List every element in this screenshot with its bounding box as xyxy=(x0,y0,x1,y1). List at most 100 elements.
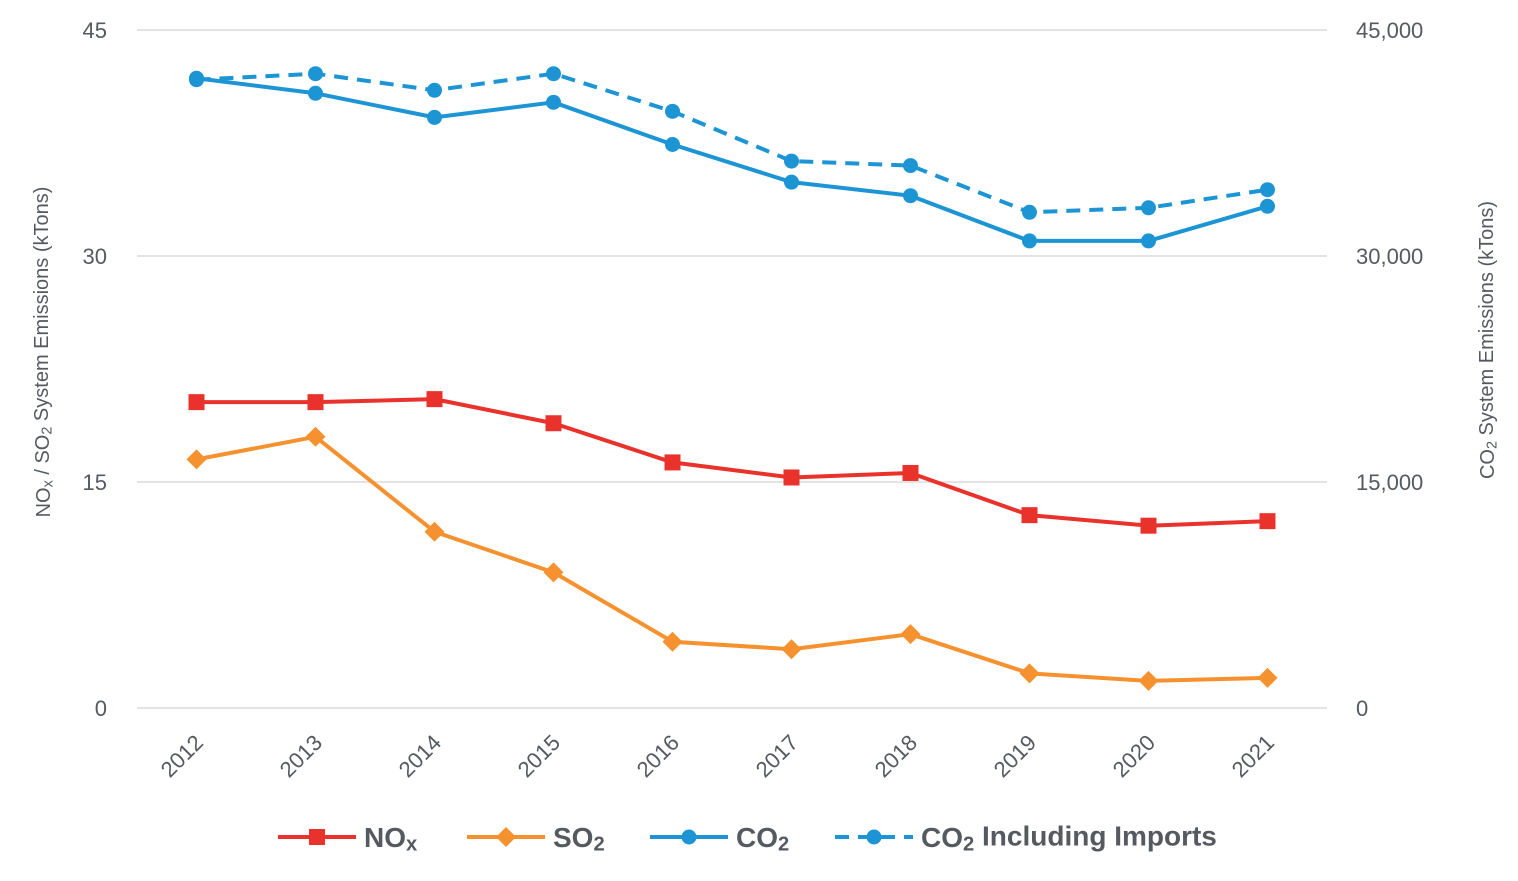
data-point-nox xyxy=(307,394,324,411)
data-point-co2 xyxy=(189,70,204,86)
legend: NOx SO2 CO2 CO2 Including Imports xyxy=(278,821,1217,856)
data-point-so2 xyxy=(662,631,683,652)
series-nox xyxy=(188,391,1276,534)
data-point-nox xyxy=(1140,517,1157,534)
y-right-axis-title-part: CO xyxy=(1477,449,1499,479)
legend-swatch-marker xyxy=(496,827,516,847)
legend-label: NOx xyxy=(364,822,418,856)
y-left-axis-title: NOx / SO2 System Emissions (kTons) xyxy=(31,187,57,518)
series-so2 xyxy=(186,426,1278,691)
legend-label-part: Including Imports xyxy=(974,821,1217,852)
data-point-so2 xyxy=(543,562,564,583)
y-left-axis-title-part: NO xyxy=(33,487,55,517)
legend-label-part: 2 xyxy=(778,834,789,856)
data-point-nox xyxy=(426,391,443,408)
legend-swatch-marker xyxy=(681,829,697,845)
legend-item-co2: CO2 xyxy=(650,822,789,856)
legend-swatch-marker xyxy=(866,829,882,845)
y-left-tick-label: 45 xyxy=(83,18,107,43)
data-point-nox xyxy=(783,469,800,486)
y-left-axis-title-part: System Emissions (kTons) xyxy=(31,187,53,427)
data-point-co2 xyxy=(903,188,918,204)
legend-label-part: 2 xyxy=(593,834,604,856)
x-tick-label: 2015 xyxy=(513,730,565,782)
y-right-tick-label: 15,000 xyxy=(1356,470,1423,495)
data-point-co2-including-imports xyxy=(427,82,442,98)
data-point-co2-including-imports xyxy=(665,103,680,119)
series-line-co2-including-imports xyxy=(196,71,1268,215)
y-left-axis-title-part: x xyxy=(41,479,57,487)
data-point-so2 xyxy=(900,624,921,645)
y-right-tick-label: 0 xyxy=(1356,696,1368,721)
legend-label: CO2 xyxy=(736,822,789,856)
data-point-co2-including-imports xyxy=(1260,182,1275,198)
legend-label-part: CO xyxy=(736,822,778,853)
x-tick-label: 2014 xyxy=(394,730,446,782)
data-point-co2 xyxy=(784,174,799,190)
x-tick-label: 2012 xyxy=(156,730,208,782)
data-point-co2-including-imports xyxy=(903,158,918,174)
data-point-so2 xyxy=(1019,663,1040,684)
x-tick-label: 2013 xyxy=(275,730,327,782)
data-point-so2 xyxy=(781,639,802,660)
series-line-co2 xyxy=(196,76,1269,243)
legend-label-part: NO xyxy=(364,822,406,853)
data-point-nox xyxy=(1021,507,1038,524)
legend-item-co2-including-imports: CO2 Including Imports xyxy=(835,821,1217,856)
data-point-co2-including-imports xyxy=(784,153,799,169)
series-line-so2 xyxy=(196,434,1268,683)
y-right-tick-label: 30,000 xyxy=(1356,244,1423,269)
x-tick-label: 2019 xyxy=(989,730,1041,782)
data-point-so2 xyxy=(424,521,445,542)
x-tick-label: 2017 xyxy=(751,730,803,782)
series-line-nox xyxy=(196,397,1268,528)
data-point-co2 xyxy=(665,137,680,153)
legend-swatch-marker xyxy=(309,829,325,845)
data-point-co2 xyxy=(546,94,561,110)
y-left-tick-label: 0 xyxy=(95,696,107,721)
legend-label-part: CO xyxy=(921,822,963,853)
data-point-nox xyxy=(902,464,919,481)
y-left-axis-title-part: / SO xyxy=(32,435,54,481)
legend-label-part: SO xyxy=(553,822,593,853)
data-point-so2 xyxy=(1257,667,1278,688)
legend-label: SO2 xyxy=(553,822,605,856)
x-tick-label: 2016 xyxy=(632,730,684,782)
y-left-tick-label: 15 xyxy=(83,470,107,495)
data-point-co2 xyxy=(1260,198,1275,214)
y-right-tick-label: 45,000 xyxy=(1356,18,1423,43)
data-point-co2-including-imports xyxy=(546,66,561,82)
data-point-so2 xyxy=(1138,670,1159,691)
y-right-axis-title-part: System Emissions (kTons) xyxy=(1476,201,1498,441)
gridlines xyxy=(137,29,1327,709)
y-right-axis-title-part: 2 xyxy=(1485,441,1501,449)
data-point-co2-including-imports xyxy=(1022,204,1037,220)
data-point-nox xyxy=(188,394,205,411)
x-tick-label: 2020 xyxy=(1108,730,1160,782)
series-co2 xyxy=(189,70,1275,249)
data-point-co2-including-imports xyxy=(1141,200,1156,216)
data-point-nox xyxy=(1259,513,1276,530)
series xyxy=(186,66,1278,691)
data-point-so2 xyxy=(305,426,326,447)
data-point-nox xyxy=(545,415,562,432)
axes: 0 15 30 45 0 15,000 30,000 45,000 2012 2013 2014 20… xyxy=(31,18,1501,782)
data-point-co2-including-imports xyxy=(308,66,323,82)
x-tick-label: 2018 xyxy=(870,730,922,782)
data-point-nox xyxy=(664,454,681,471)
y-left-tick-label: 30 xyxy=(83,244,107,269)
legend-label-part: 2 xyxy=(963,834,974,856)
legend-label-part: x xyxy=(406,834,418,856)
data-point-co2 xyxy=(308,85,323,101)
y-right-axis-title: CO2 System Emissions (kTons) xyxy=(1476,201,1501,479)
legend-label: CO2 Including Imports xyxy=(921,821,1217,856)
legend-item-so2: SO2 xyxy=(467,822,605,856)
y-left-axis-title-part: 2 xyxy=(40,427,56,435)
data-point-co2 xyxy=(1141,233,1156,249)
series-co2-including-imports xyxy=(189,66,1275,220)
data-point-co2 xyxy=(427,109,442,125)
legend-item-nox: NOx xyxy=(278,822,418,856)
data-point-so2 xyxy=(186,449,207,470)
x-tick-label: 2021 xyxy=(1227,730,1279,782)
